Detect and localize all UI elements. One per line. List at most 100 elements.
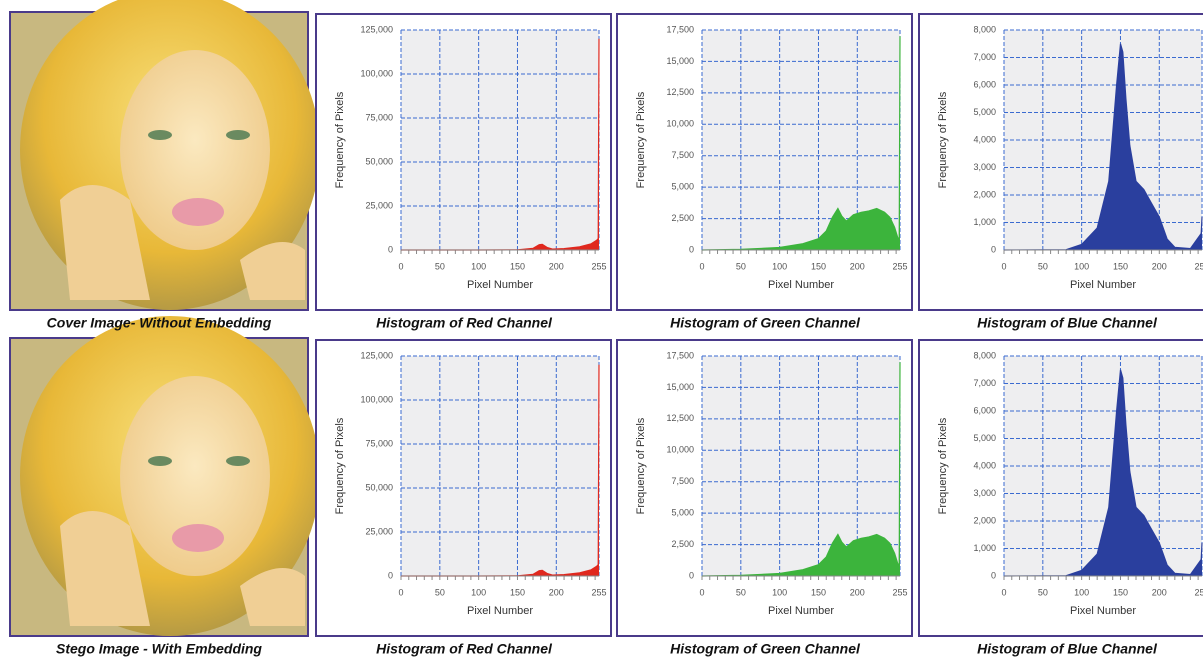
y-tick-label: 25,000 [365,526,393,536]
x-axis-label: Pixel Number [1070,279,1136,291]
y-tick-label: 0 [689,570,694,580]
y-tick-label: 5,000 [973,433,996,443]
y-tick-label: 0 [991,570,996,580]
chart-title: Histogram of Green Channel [670,641,861,657]
y-tick-label: 0 [388,570,393,580]
page: Cover Image- Without Embedding Stego Ima… [0,0,1203,660]
x-tick-label: 100 [471,587,486,597]
histogram-chart: 01,0002,0003,0004,0005,0006,0007,0008,00… [919,14,1203,331]
y-tick-label: 7,500 [671,150,694,160]
x-tick-label: 100 [1074,587,1089,597]
x-tick-label: 200 [549,261,564,271]
y-axis-label: Frequency of Pixels [334,417,346,514]
x-tick-label: 100 [772,261,787,271]
y-tick-label: 7,000 [973,378,996,388]
x-tick-label: 50 [736,587,746,597]
y-tick-label: 25,000 [365,200,393,210]
y-tick-label: 3,000 [973,162,996,172]
image-caption: Cover Image- Without Embedding [47,315,272,331]
x-tick-label: 0 [1001,261,1006,271]
x-tick-label: 200 [850,261,865,271]
x-axis-label: Pixel Number [768,605,834,617]
x-tick-label: 0 [1001,587,1006,597]
y-tick-label: 10,000 [666,445,694,455]
x-tick-label: 150 [811,261,826,271]
figure: Cover Image- Without Embedding Stego Ima… [0,0,1203,660]
x-tick-label: 50 [736,261,746,271]
y-tick-label: 12,500 [666,413,694,423]
y-tick-label: 100,000 [360,394,393,404]
y-tick-label: 15,000 [666,382,694,392]
y-tick-label: 4,000 [973,460,996,470]
y-tick-label: 1,000 [973,543,996,553]
x-tick-label: 200 [1152,261,1167,271]
x-tick-label: 100 [1074,261,1089,271]
x-tick-label: 150 [1113,261,1128,271]
y-tick-label: 2,500 [671,213,694,223]
chart-title: Histogram of Red Channel [376,641,553,657]
y-tick-label: 12,500 [666,87,694,97]
plot-area [401,30,599,250]
image-caption: Stego Image - With Embedding [56,641,262,657]
x-axis-label: Pixel Number [467,605,533,617]
y-tick-label: 2,000 [973,515,996,525]
y-tick-label: 2,500 [671,539,694,549]
histogram-chart: 0 25,000 50,000 75,000 100,000 125,000 0 50 100 1… [316,340,611,657]
x-tick-label: 255 [591,587,606,597]
y-tick-label: 15,000 [666,56,694,66]
y-tick-label: 0 [991,244,996,254]
chart-title: Histogram of Blue Channel [977,315,1158,331]
x-tick-label: 200 [850,587,865,597]
y-axis-label: Frequency of Pixels [937,91,949,188]
y-tick-label: 2,000 [973,189,996,199]
y-axis-label: Frequency of Pixels [635,417,647,514]
y-tick-label: 50,000 [365,482,393,492]
y-tick-label: 125,000 [360,350,393,360]
histogram-chart: 025,00050,00075,000100,000125,0000501001… [316,14,611,331]
y-tick-label: 7,500 [671,476,694,486]
x-tick-label: 150 [510,587,525,597]
y-tick-label: 8,000 [973,24,996,34]
x-tick-label: 50 [1038,587,1048,597]
x-tick-label: 50 [435,261,445,271]
y-axis-label: Frequency of Pixels [334,91,346,188]
x-tick-label: 50 [1038,261,1048,271]
x-tick-label: 0 [398,587,403,597]
histogram-chart: 01,0002,0003,0004,0005,0006,0007,0008,00… [919,340,1203,657]
histogram-chart: 02,5005,0007,50010,00012,50015,00017,500… [617,14,912,331]
cover-image [10,0,320,310]
x-tick-label: 0 [699,587,704,597]
y-tick-label: 10,000 [666,119,694,129]
y-tick-label: 6,000 [973,79,996,89]
x-tick-label: 200 [1152,587,1167,597]
y-tick-label: 5,000 [973,107,996,117]
y-tick-label: 50,000 [365,156,393,166]
y-tick-label: 75,000 [365,112,393,122]
x-axis-label: Pixel Number [467,279,533,291]
chart-title: Histogram of Blue Channel [977,641,1158,657]
y-tick-label: 8,000 [973,350,996,360]
y-tick-label: 100,000 [360,68,393,78]
chart-title: Histogram of Red Channel [376,315,553,331]
stego-image [10,316,320,636]
y-tick-label: 125,000 [360,24,393,34]
y-tick-label: 4,000 [973,134,996,144]
x-tick-label: 50 [435,587,445,597]
x-tick-label: 100 [772,587,787,597]
x-tick-label: 100 [471,261,486,271]
x-tick-label: 255 [892,261,907,271]
x-tick-label: 255 [591,261,606,271]
x-tick-label: 255 [1194,261,1203,271]
y-tick-label: 0 [388,244,393,254]
x-tick-label: 255 [892,587,907,597]
x-tick-label: 150 [1113,587,1128,597]
x-tick-label: 150 [811,587,826,597]
y-tick-label: 75,000 [365,438,393,448]
y-tick-label: 5,000 [671,508,694,518]
y-tick-label: 0 [689,244,694,254]
x-axis-label: Pixel Number [1070,605,1136,617]
y-tick-label: 1,000 [973,217,996,227]
chart-title: Histogram of Green Channel [670,315,861,331]
y-tick-label: 17,500 [666,24,694,34]
y-tick-label: 6,000 [973,405,996,415]
